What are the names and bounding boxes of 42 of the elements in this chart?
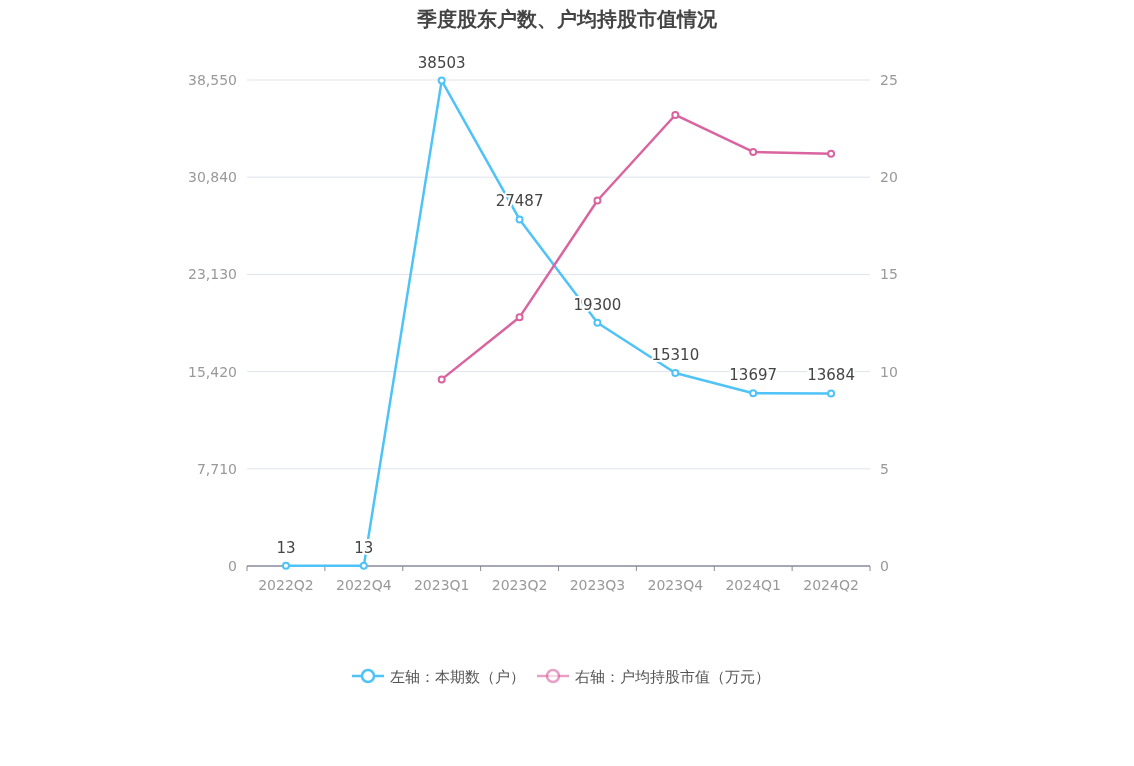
x-tick-label: 2024Q2 [803,577,859,593]
y-tick-label: 30,840 [188,169,237,186]
point [593,318,602,327]
y2-tick-label: 5 [880,460,889,477]
x-tick-label: 2022Q2 [258,577,314,593]
point [437,76,446,85]
chart-title: 季度股东户数、户均持股市值情况 [416,7,718,31]
y-tick-label: 23,130 [188,266,237,283]
y2-tick-label: 10 [880,363,898,380]
data-label: 38503 [417,53,466,72]
x-tick-label: 2024Q1 [725,577,781,593]
point [749,147,758,156]
legend-label: 左轴：本期数（户） [390,668,525,686]
y2-tick-label: 15 [880,266,898,283]
point [593,196,602,205]
data-label: 15310 [651,345,700,364]
point [437,375,446,384]
y-tick-label: 7,710 [196,460,237,477]
point [515,313,524,322]
y-tick-label: 0 [228,558,237,574]
y-tick-label: 38,550 [188,72,237,88]
point [515,215,524,224]
point [671,368,680,377]
point [671,110,680,119]
x-tick-label: 2023Q4 [647,577,704,593]
y-tick-label: 15,420 [188,363,237,380]
x-tick-label: 2023Q2 [491,577,548,593]
y2-tick-label: 20 [880,169,898,186]
x-tick-label: 2023Q3 [569,577,626,593]
x-tick-label: 2023Q1 [413,577,470,593]
y2-tick-label: 0 [880,558,889,574]
point [827,149,836,158]
point [749,389,758,398]
point [359,561,368,570]
point [827,389,836,398]
data-label: 13 [276,538,296,557]
x-tick-label: 2022Q4 [336,577,392,593]
data-label: 13697 [729,366,778,385]
data-label: 13684 [807,366,855,385]
y2-tick-label: 25 [880,72,898,88]
legend-label: 右轴：户均持股市值（万元） [575,668,770,686]
point [281,561,290,570]
